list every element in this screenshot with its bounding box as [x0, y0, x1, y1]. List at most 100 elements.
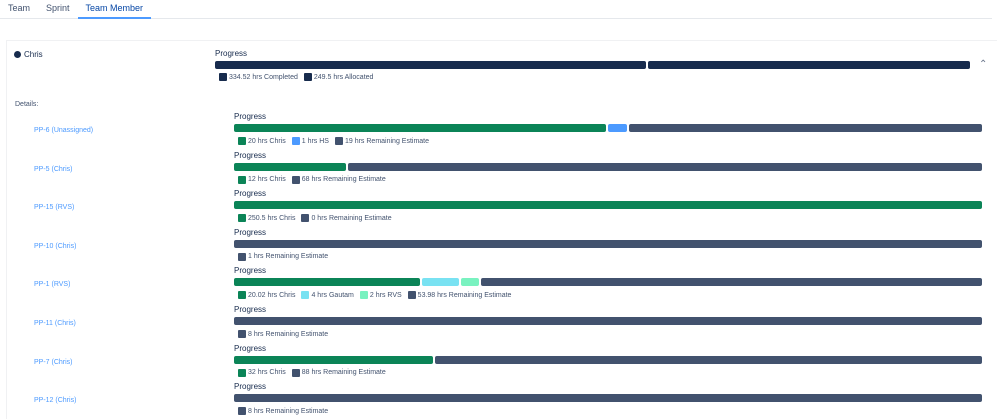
details-label: Details: [15, 101, 39, 108]
legend-swatch [291, 175, 300, 184]
member-header: Chris [14, 50, 43, 59]
issue-legend: 8 hrs Remaining Estimate [238, 407, 329, 416]
legend-label: 32 hrs Chris [248, 369, 286, 377]
legend-label: 249.5 hrs Allocated [313, 73, 374, 81]
issue-progress-label: Progress [234, 150, 267, 160]
legend-label: 12 hrs Chris [248, 176, 286, 184]
tab-team-member[interactable]: Team Member [77, 0, 152, 19]
issue-progress-bar [234, 278, 982, 287]
issue-legend: 1 hrs Remaining Estimate [238, 252, 328, 261]
bar-segment [460, 278, 480, 287]
bar-segment [434, 355, 982, 364]
bar-segment [234, 124, 606, 132]
member-progress-bar [215, 61, 970, 69]
issue-link[interactable]: PP-15 (RVS) [34, 204, 75, 212]
bar-segment [347, 162, 982, 171]
issue-link[interactable]: PP-11 (Chris) [34, 320, 76, 327]
bar-segment [481, 278, 982, 287]
legend-label: 53.98 hrs Remaining Estimate [417, 291, 512, 299]
legend-item: 250.5 hrs Chris [238, 214, 296, 223]
bar-segment [234, 278, 420, 287]
legend-label: 250.5 hrs Chris [248, 214, 296, 222]
bar-segment [234, 317, 982, 325]
issue-progress-label: Progress [234, 112, 267, 121]
tab-team[interactable]: Team [8, 3, 31, 13]
bar-segment [234, 355, 433, 364]
legend-swatch [238, 175, 246, 184]
bar-segment [628, 124, 982, 132]
legend-label: 68 hrs Remaining Estimate [301, 176, 386, 184]
issue-legend: 12 hrs Chris 68 hrs Remaining Estimate [238, 175, 386, 184]
legend-swatch [238, 137, 246, 145]
issue-progress-bar [234, 162, 982, 171]
issue-progress-bar [234, 394, 982, 403]
legend-swatch [303, 73, 312, 81]
issue-link[interactable]: PP-5 (Chris) [34, 165, 73, 173]
issue-link[interactable]: PP-1 (RVS) [34, 281, 71, 289]
legend-item: 249.5 hrs Allocated [303, 73, 374, 81]
issue-link[interactable]: PP-7 (Chris) [34, 358, 73, 366]
legend-label: 88 hrs Remaining Estimate [301, 369, 386, 377]
legend-item: 8 hrs Remaining Estimate [238, 407, 329, 416]
bar-segment [215, 61, 647, 69]
legend-item: 20 hrs Chris [238, 137, 286, 145]
legend-label: 19 hrs Remaining Estimate [344, 137, 430, 145]
tab-sprint[interactable]: Sprint [46, 3, 70, 13]
issue-legend: 8 hrs Remaining Estimate [238, 330, 328, 338]
legend-item: 53.98 hrs Remaining Estimate [407, 291, 512, 300]
issue-progress-label: Progress [234, 189, 267, 199]
legend-swatch [291, 368, 300, 377]
bar-segment [234, 239, 982, 248]
issue-progress-bar [234, 124, 982, 132]
member-progress-label: Progress [215, 49, 248, 58]
issue-progress-bar [234, 201, 982, 210]
issue-progress-bar [234, 355, 982, 364]
issue-link[interactable]: PP-10 (Chris) [34, 242, 77, 250]
issue-legend: 32 hrs Chris 88 hrs Remaining Estimate [238, 368, 386, 377]
legend-swatch [407, 291, 416, 300]
legend-swatch [238, 214, 246, 223]
issue-progress-label: Progress [234, 266, 267, 276]
member-name: Chris [24, 50, 43, 59]
legend-label: 0 hrs Remaining Estimate [311, 214, 392, 222]
legend-label: 1 hrs HS [301, 137, 329, 145]
legend-label: 8 hrs Remaining Estimate [248, 407, 329, 415]
member-panel: Chris Progress 334.52 hrs Completed 249.5… [6, 40, 997, 419]
avatar [14, 51, 21, 58]
legend-item: 334.52 hrs Completed [219, 73, 298, 81]
legend-item: 19 hrs Remaining Estimate [334, 137, 430, 145]
chevron-up-icon[interactable]: ⌃ [979, 59, 988, 70]
legend-item: 68 hrs Remaining Estimate [291, 175, 386, 184]
issue-legend: 20.02 hrs Chris 4 hrs Gautam 2 hrs RVS 53.9… [238, 291, 512, 300]
issue-legend: 250.5 hrs Chris 0 hrs Remaining Estimate [238, 214, 392, 223]
legend-item: 2 hrs RVS [359, 291, 402, 300]
legend-label: 2 hrs RVS [369, 291, 402, 299]
legend-label: 4 hrs Gautam [311, 291, 354, 299]
legend-swatch [238, 330, 246, 338]
bar-segment [648, 61, 970, 69]
legend-item: 4 hrs Gautam [301, 291, 354, 300]
legend-item: 0 hrs Remaining Estimate [301, 214, 392, 223]
legend-swatch [291, 137, 300, 145]
legend-item: 88 hrs Remaining Estimate [291, 368, 386, 377]
tab-bar: Team Sprint Team Member [0, 0, 992, 19]
legend-swatch [301, 214, 310, 223]
legend-swatch [219, 73, 227, 81]
issue-progress-label: Progress [234, 382, 267, 392]
issue-link[interactable]: PP-6 (Unassigned) [34, 127, 94, 134]
legend-item: 1 hrs HS [291, 137, 329, 145]
legend-swatch [238, 252, 246, 261]
issue-progress-bar [234, 239, 982, 248]
legend-swatch [238, 407, 246, 416]
legend-swatch [238, 291, 246, 300]
issue-progress-label: Progress [234, 227, 267, 237]
issue-progress-label: Progress [234, 305, 267, 314]
legend-item: 8 hrs Remaining Estimate [238, 330, 328, 338]
legend-label: 20 hrs Chris [248, 137, 286, 145]
bar-segment [608, 124, 627, 132]
legend-item: 1 hrs Remaining Estimate [238, 252, 328, 261]
legend-swatch [238, 368, 246, 377]
legend-label: 334.52 hrs Completed [229, 73, 298, 81]
issue-link[interactable]: PP-12 (Chris) [34, 397, 77, 405]
legend-item: 12 hrs Chris [238, 175, 286, 184]
